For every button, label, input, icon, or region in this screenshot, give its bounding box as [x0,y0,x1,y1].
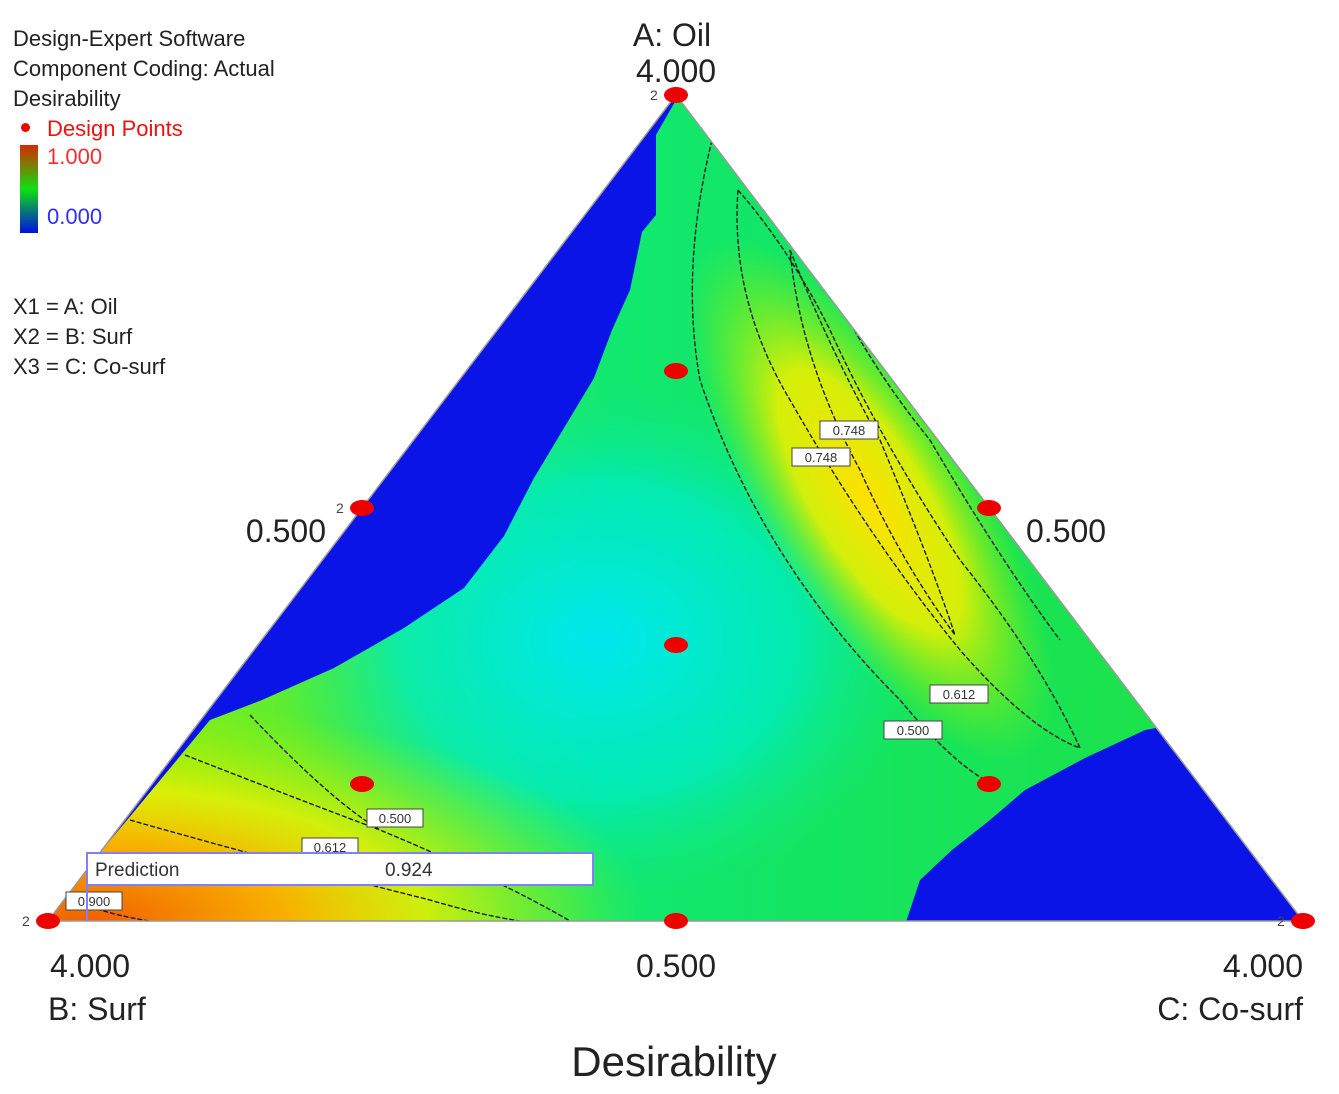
coding-label: Component Coding: Actual [13,56,275,81]
x1-label: X1 = A: Oil [13,294,118,319]
contour-0.748 [789,249,956,636]
software-label: Design-Expert Software [13,26,246,51]
contour-label: 0.612 [943,687,976,702]
left-edge-tick: 0.500 [246,513,326,549]
bottom-edge-tick: 0.500 [636,948,716,984]
replicate-count: 2 [1277,913,1285,929]
contour-0.612-left [249,714,381,831]
contour-label: 0.500 [897,723,930,738]
vertex-c-name: C: Co-surf [1157,991,1303,1027]
contour-label-box [65,891,123,911]
contour-label: 0.748 [833,423,866,438]
design-point [350,776,374,792]
x2-label: X2 = B: Surf [13,324,133,349]
contour-0.612-left2 [129,819,521,921]
replicate-count: 2 [22,913,30,929]
contour-label-box [819,420,879,440]
vertex-b-name: B: Surf [48,991,146,1027]
right-edge-tick: 0.500 [1026,513,1106,549]
chart-title: Desirability [571,1038,776,1085]
contour-label: 0.748 [805,450,838,465]
contour-label: 0.900 [78,894,111,909]
prediction-box[interactable]: Prediction 0.924 [86,852,594,921]
replicate-count: 2 [650,87,658,103]
prediction-label: Prediction [95,860,180,881]
contour-label-box [929,684,989,704]
vertex-a-name: A: Oil [633,17,711,53]
contour-labels: 0.748 0.748 0.612 0.500 0.500 0.612 0.900 [65,420,989,911]
contour-label-box [366,808,424,828]
replicate-count: 2 [336,500,344,516]
design-point [350,500,374,516]
x3-label: X3 = C: Co-surf [13,354,166,379]
contour-surface [48,95,1303,921]
contour-label: 0.500 [379,811,412,826]
design-point [1291,913,1315,929]
contour-label: 0.612 [314,840,347,855]
scale-high-label: 1.000 [47,144,103,169]
prediction-value: 0.924 [385,860,433,881]
design-point [664,87,688,103]
design-point [664,913,688,929]
vertex-a-value: 4.000 [636,53,716,89]
design-points-legend: Design Points [47,116,183,141]
contour-label-box [791,447,851,467]
contour-0.612-right [736,189,1082,750]
design-point [664,637,688,653]
contour-0.500-left [184,754,571,921]
design-point [664,363,688,379]
vertex-c-value: 4.000 [1223,948,1303,984]
scale-low-label: 0.000 [47,204,103,229]
design-point [977,776,1001,792]
design-points: 2 2 2 2 [22,87,1315,929]
design-point-legend-icon [21,123,30,132]
response-label: Desirability [13,86,121,111]
contour-label-box [883,720,943,740]
design-point [36,913,60,929]
vertex-b-value: 4.000 [50,948,130,984]
color-scale-bar [20,145,38,233]
design-point [977,500,1001,516]
